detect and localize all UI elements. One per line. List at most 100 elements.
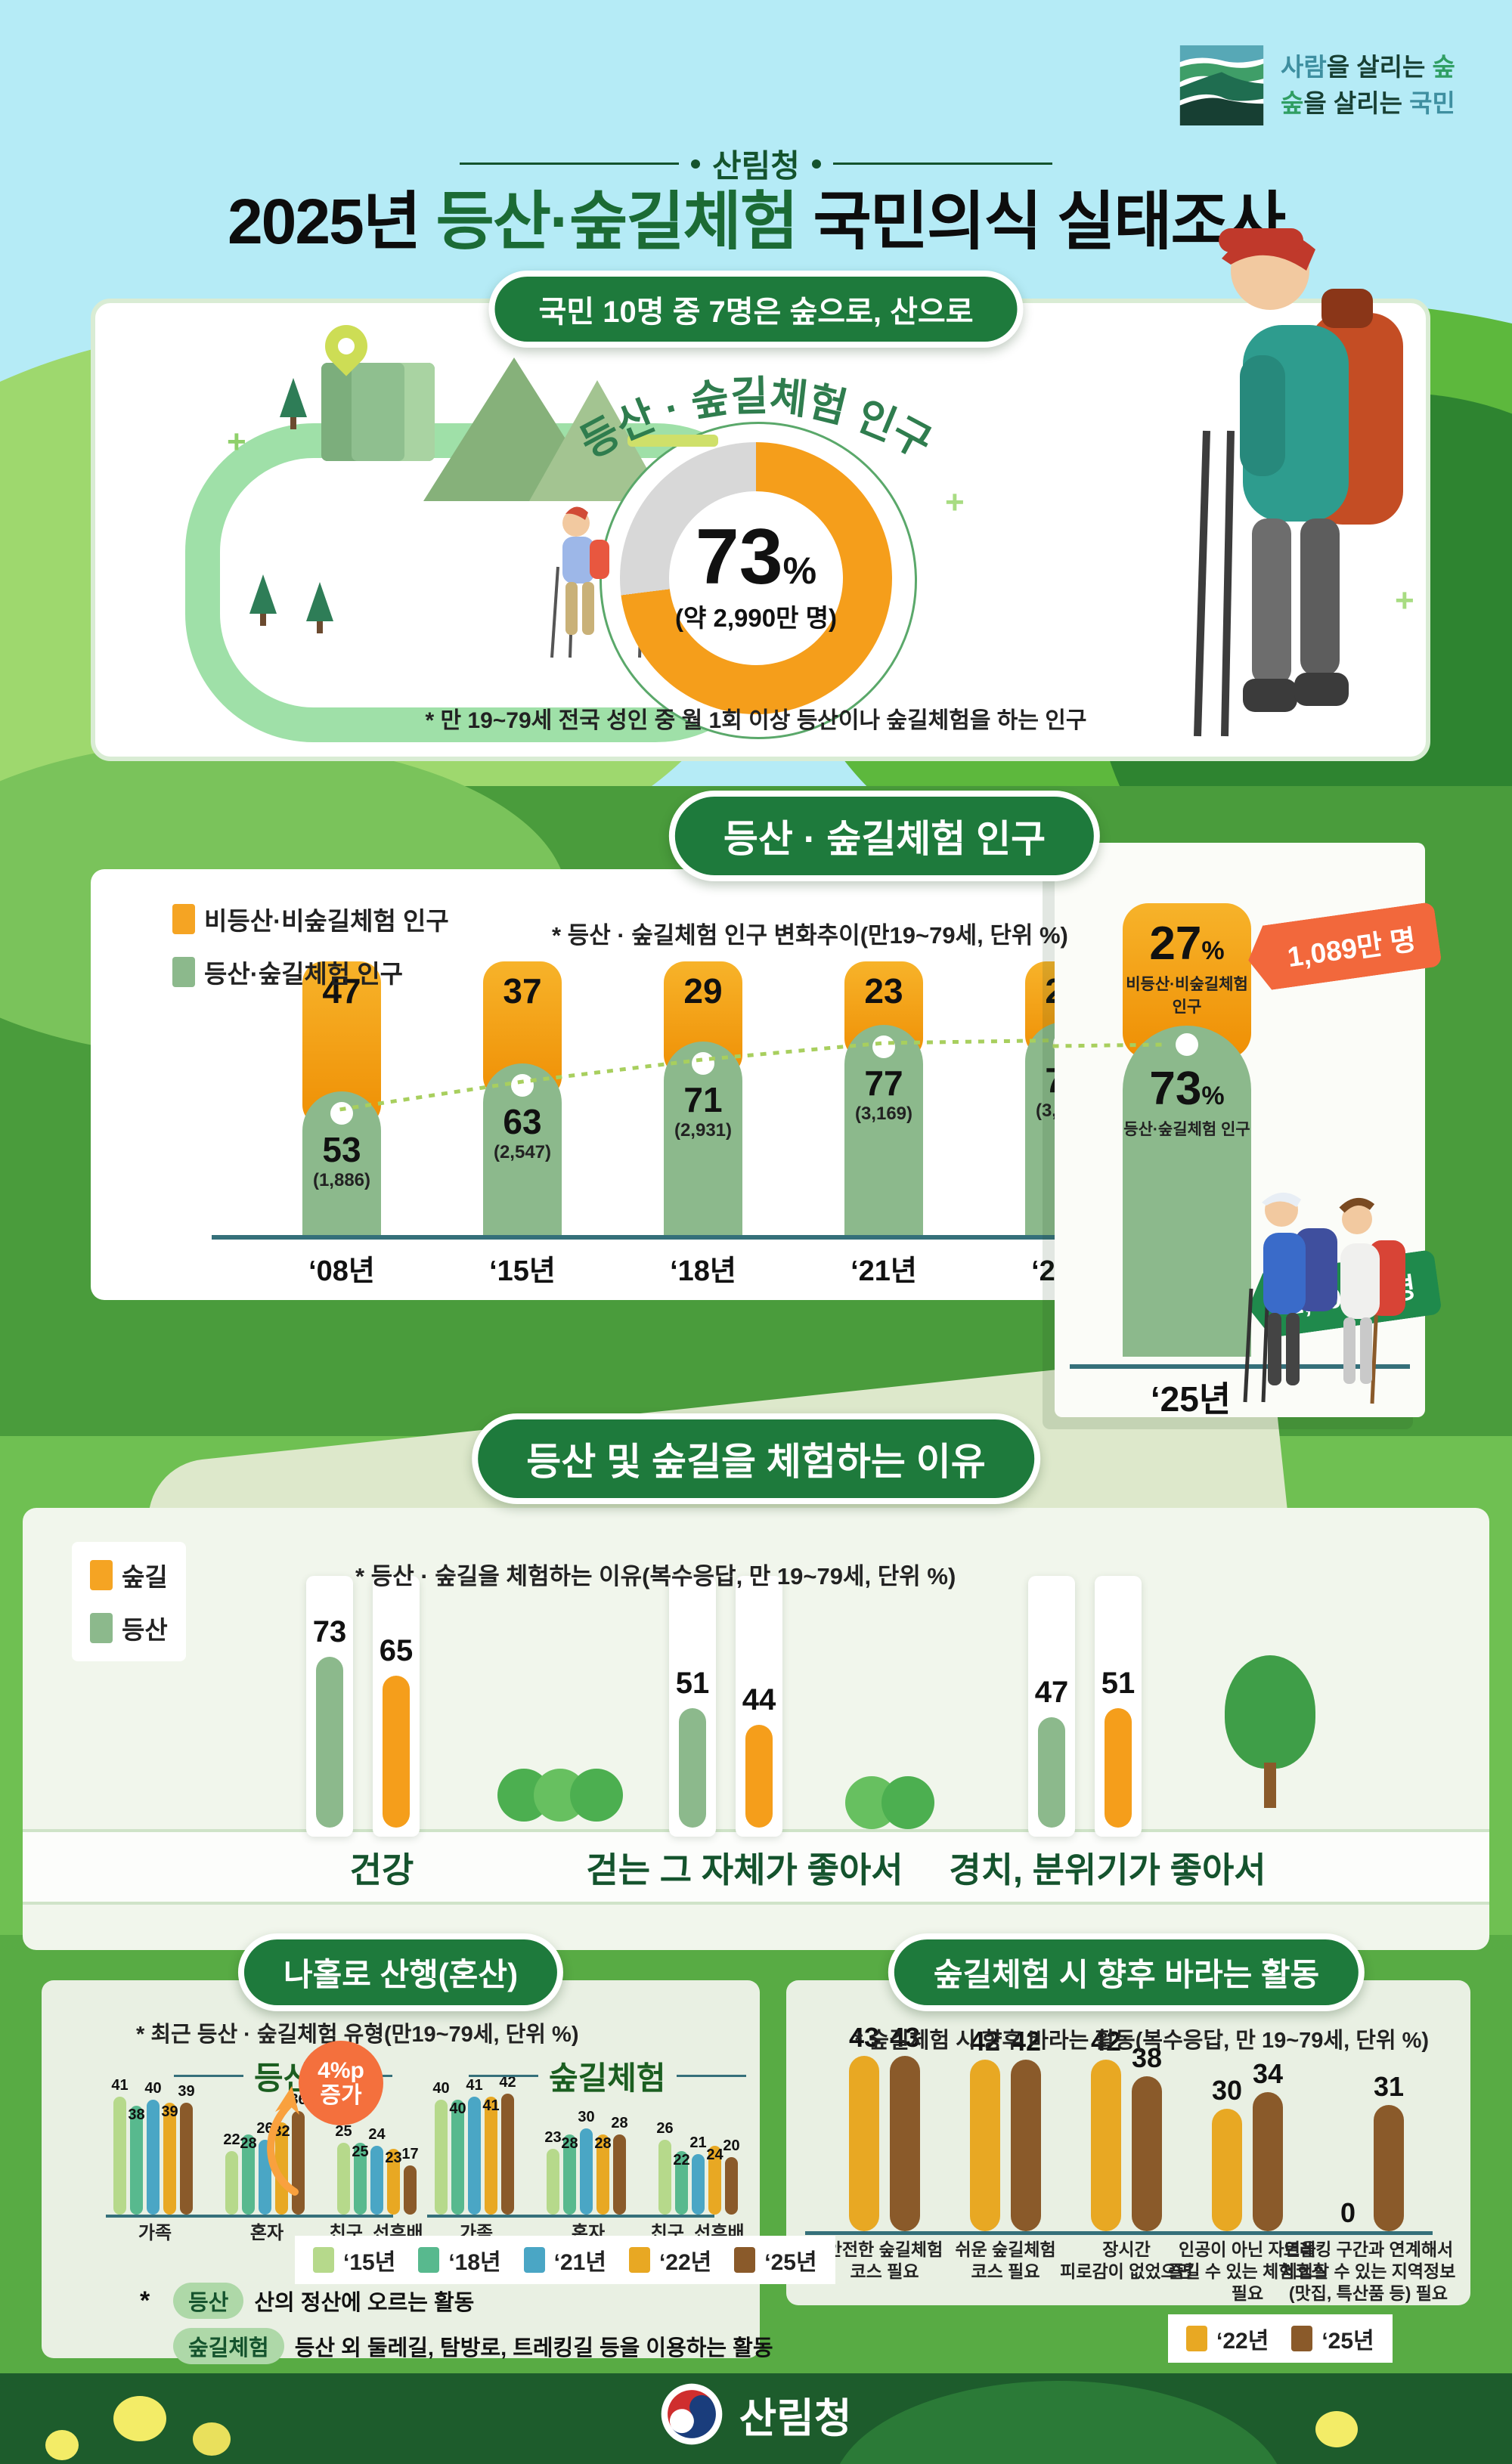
value-hiking: 63 bbox=[503, 1102, 542, 1142]
x-axis-solo-left bbox=[106, 2215, 393, 2218]
donut-subtext: (약 2,990만 명) bbox=[675, 603, 837, 632]
bar-‘18년: 25 bbox=[352, 2143, 369, 2215]
bar-‘25년: 17 bbox=[401, 2146, 419, 2215]
x-label: ‘21년 bbox=[850, 1255, 917, 1287]
bar-value: 21 bbox=[689, 2134, 707, 2152]
category-label: 쉬운 숲길체험 코스 필요 bbox=[955, 2240, 1056, 2281]
bar-‘25년: 20 bbox=[723, 2137, 740, 2215]
bar-value: 42 bbox=[499, 2074, 516, 2091]
bar-‘25년: 31 bbox=[1374, 2071, 1404, 2231]
bar-‘15년: 26 bbox=[656, 2120, 674, 2215]
trend-dot bbox=[511, 1074, 534, 1097]
bench-illustration bbox=[627, 435, 718, 447]
trend-column: 23 77 (3,169) ‘21년 bbox=[844, 961, 923, 1287]
bar-value: 42 bbox=[1010, 2026, 1042, 2057]
bar-‘22년: 23 bbox=[385, 2148, 402, 2215]
bar-value: 23 bbox=[385, 2149, 402, 2166]
bar-group: 42 38 장시간 피로감이 없었으면 bbox=[1060, 2026, 1193, 2281]
legend-label: ‘21년 bbox=[553, 2250, 606, 2275]
reason-bar-숲길: 65 bbox=[373, 1576, 420, 1837]
legend-swatch bbox=[172, 957, 195, 987]
bar-value: 28 bbox=[561, 2134, 578, 2152]
reason-value: 51 bbox=[1101, 1666, 1136, 1700]
footnote-text-hiking: 산의 정산에 오르는 활동 bbox=[254, 2291, 475, 2315]
category-label: 트레킹 구간과 연계해서 체험할 수 있는 지역정보 (맛집, 특산품 등) 필요 bbox=[1281, 2240, 1456, 2303]
legend-swatch bbox=[172, 904, 195, 934]
bar-value: 30 bbox=[1211, 2075, 1243, 2106]
title-rest: 국민의식 실태조사 bbox=[797, 186, 1286, 257]
flower-icon bbox=[1315, 2411, 1358, 2447]
section4-legend: ‘15년 ‘18년 ‘21년 ‘22년 ‘25년 bbox=[295, 2236, 835, 2284]
legend-swatch bbox=[628, 2247, 650, 2273]
bar-‘22년: 39 bbox=[161, 2102, 178, 2215]
legend-swatch bbox=[1186, 2326, 1207, 2351]
trend-dot bbox=[1176, 1033, 1198, 1056]
tag-nonhiking-count: 1,089만 명 bbox=[1244, 902, 1442, 992]
subchart-title-text: 숲길체험 bbox=[549, 2060, 666, 2096]
bar-‘25년: 28 bbox=[611, 2115, 628, 2215]
legend-label: 등산·숲길체험 인구 bbox=[204, 960, 404, 988]
hikers-2025-illustration bbox=[1243, 1192, 1405, 1404]
slogan2-forest: 숲 bbox=[1281, 89, 1304, 117]
section4-note: * 최근 등산 · 숲길체험 유형(만19~79세, 단위 %) bbox=[136, 2023, 579, 2047]
bar-‘15년: 41 bbox=[111, 2077, 129, 2215]
bar-‘21년: 40 bbox=[144, 2080, 162, 2215]
legend-item: 등산 bbox=[90, 1610, 168, 1646]
bar-value: 41 bbox=[482, 2097, 500, 2115]
increase-value: 4%p bbox=[318, 2058, 364, 2083]
legend-item: ‘25년 bbox=[734, 2243, 817, 2277]
legend-swatch bbox=[523, 2247, 545, 2273]
legend-label: ‘18년 bbox=[448, 2250, 501, 2275]
reason-fill bbox=[383, 1675, 410, 1828]
increase-word: 증가 bbox=[320, 2083, 362, 2108]
legend-label: ‘22년 bbox=[658, 2250, 712, 2275]
value-hiking: 53 bbox=[322, 1129, 361, 1169]
reason-value: 65 bbox=[379, 1633, 414, 1667]
value-nonhiking: 23 bbox=[864, 971, 903, 1011]
legend-swatch bbox=[418, 2247, 440, 2273]
reason-fill bbox=[745, 1724, 773, 1828]
section3-note: * 등산 · 숲길을 체험하는 이유(복수응답, 만 19~79세, 단위 %) bbox=[355, 1563, 956, 1590]
bar-value: 34 bbox=[1252, 2058, 1284, 2090]
section1-badge: 국민 10명 중 7명은 숲으로, 산으로 bbox=[488, 271, 1024, 348]
bar-‘18년: 22 bbox=[673, 2151, 690, 2215]
divider-dot bbox=[811, 159, 821, 169]
bar-‘21년: 21 bbox=[689, 2134, 707, 2215]
bar-‘21년: 41 bbox=[466, 2077, 483, 2215]
tree-illustration bbox=[1225, 1655, 1315, 1808]
reason-value: 47 bbox=[1034, 1676, 1069, 1710]
bar-group: 23 28 30 28 28 혼자 bbox=[544, 2094, 630, 2243]
bar-value: 38 bbox=[128, 2106, 145, 2123]
page-title: 2025년 등산·숲길체험 국민의식 실태조사 bbox=[0, 171, 1512, 262]
reason-value: 51 bbox=[675, 1666, 710, 1700]
category-label-walking: 걷는 그 자체가 좋아서 bbox=[586, 1850, 903, 1890]
bar-value: 31 bbox=[1373, 2070, 1405, 2102]
value-hiking: 73 bbox=[1149, 1063, 1202, 1115]
bar-‘22년: 43 bbox=[849, 2022, 879, 2231]
future-wishes-chart: 43 43 안전한 숲길체험 코스 필요 42 42 쉬운 숲길체험 코스 필요 42 38 장시간… bbox=[824, 2022, 1456, 2303]
pine-tree-icon bbox=[306, 582, 333, 633]
population-trend-chart: 47 53 (1,886) ‘08년 37 63 (2,547) ‘15년 29 71 (2,931… bbox=[302, 961, 1235, 1287]
footer-ministry-name: 산림청 bbox=[739, 2395, 852, 2441]
legend-label: 등산 bbox=[122, 1616, 168, 1644]
bar-value: 23 bbox=[544, 2128, 562, 2146]
category-label: 장시간 피로감이 없었으면 bbox=[1060, 2240, 1193, 2281]
donut-center: 73% (약 2,990만 명) bbox=[669, 491, 843, 665]
reason-fill bbox=[1105, 1707, 1132, 1828]
bar-‘15년: 40 bbox=[432, 2080, 450, 2215]
bar-‘25년: 38 bbox=[1132, 2042, 1162, 2231]
section4-card bbox=[42, 1980, 760, 2358]
bar-‘25년: 42 bbox=[1011, 2026, 1041, 2231]
bar-hiking: 63 (2,547) bbox=[483, 1063, 562, 1237]
legend-label: ‘15년 bbox=[343, 2250, 396, 2275]
bar-hiking: 77 (3,169) bbox=[844, 1024, 923, 1237]
mountain-logo-icon bbox=[1179, 45, 1264, 125]
title-topic: 등산·숲길체험 bbox=[435, 186, 798, 257]
legend-swatch bbox=[734, 2247, 756, 2273]
legend-item: ‘22년 bbox=[1186, 2322, 1269, 2355]
donut-value: 73 bbox=[695, 513, 783, 602]
value-nonhiking: 27 bbox=[1149, 918, 1202, 970]
x-axis-solo-right bbox=[427, 2215, 714, 2218]
bar-value: 26 bbox=[656, 2120, 674, 2137]
legend-item: ‘21년 bbox=[523, 2243, 606, 2277]
